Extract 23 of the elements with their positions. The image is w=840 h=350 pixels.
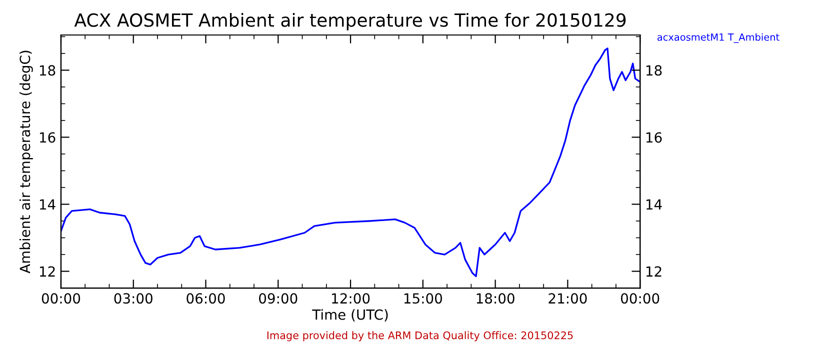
y2-tick-label: 18 xyxy=(646,65,662,76)
x-tick-label: 03:00 xyxy=(114,293,152,304)
x-tick-label: 06:00 xyxy=(186,293,225,304)
x-tick-label: 21:00 xyxy=(548,293,587,304)
chart-title: ACX AOSMET Ambient air temperature vs Time for 20150129 xyxy=(74,12,626,30)
x-tick-label: 15:00 xyxy=(404,293,442,304)
y-tick-label: 18 xyxy=(40,65,56,76)
y2-tick-label: 12 xyxy=(646,266,662,277)
line-series xyxy=(60,48,640,278)
y-tick-label: 12 xyxy=(40,266,55,277)
x-axis-title: Time (UTC) xyxy=(312,309,388,322)
x-tick-label: 09:00 xyxy=(259,293,298,304)
y-tick-label: 14 xyxy=(40,199,56,210)
x-tick-label: 00:00 xyxy=(620,293,660,304)
text: Image provided by the ARM Data Quality Office: 20150225 xyxy=(267,331,573,342)
x-tick-label: 12:00 xyxy=(332,293,370,304)
text: acxaosmetM1 T_Ambient xyxy=(657,33,780,43)
y2-tick-label: 16 xyxy=(646,132,662,143)
x-tick-label: 18:00 xyxy=(476,293,514,304)
x-tick-label: 00:00 xyxy=(42,293,80,304)
y2-tick-label: 14 xyxy=(646,199,662,210)
y-tick-label: 16 xyxy=(40,132,56,143)
y-axis-title: Ambient air temperature (degC) xyxy=(19,50,33,274)
